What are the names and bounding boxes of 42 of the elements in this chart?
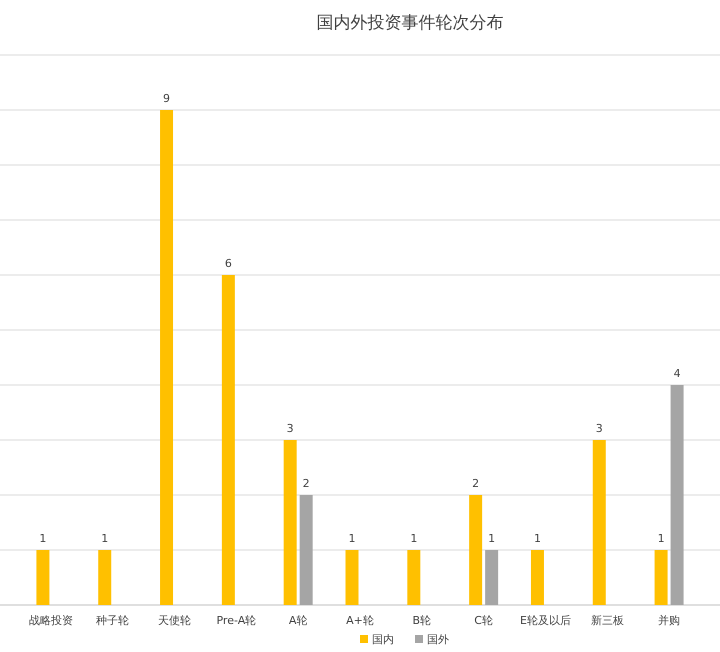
data-label: 1 bbox=[410, 532, 418, 545]
bar bbox=[654, 550, 668, 605]
bar bbox=[530, 550, 544, 605]
bar bbox=[592, 440, 606, 605]
data-label: 3 bbox=[286, 422, 294, 435]
bar bbox=[284, 440, 297, 605]
bar bbox=[670, 385, 684, 605]
x-tick-label: A+轮 bbox=[346, 614, 374, 627]
data-label: 6 bbox=[224, 257, 232, 270]
data-label: 2 bbox=[472, 477, 480, 490]
chart-title: 国内外投资事件轮次分布 bbox=[316, 13, 504, 33]
data-label: 4 bbox=[674, 367, 681, 380]
data-label: 2 bbox=[302, 477, 310, 490]
bar bbox=[300, 495, 313, 605]
data-label: 1 bbox=[658, 532, 665, 545]
data-label: 1 bbox=[101, 532, 108, 545]
bar bbox=[469, 495, 482, 605]
data-label: 1 bbox=[348, 532, 356, 545]
bar bbox=[346, 550, 358, 605]
bar bbox=[36, 550, 50, 605]
x-tick-label: C轮 bbox=[474, 614, 493, 627]
bar bbox=[485, 550, 498, 605]
x-tick-label: Pre-A轮 bbox=[216, 614, 256, 627]
bar bbox=[407, 550, 420, 605]
x-tick-label: 并购 bbox=[658, 614, 680, 627]
data-label: 3 bbox=[596, 422, 603, 435]
x-tick-label: 新三板 bbox=[590, 614, 624, 627]
x-tick-label: 种子轮 bbox=[96, 614, 130, 627]
bar bbox=[160, 110, 174, 605]
bar bbox=[222, 275, 235, 605]
legend-label: 国内 bbox=[372, 633, 394, 646]
x-tick-label: A轮 bbox=[288, 614, 308, 627]
data-label: 1 bbox=[534, 532, 541, 545]
x-tick-label: 天使轮 bbox=[158, 614, 192, 627]
x-tick-label: B轮 bbox=[412, 614, 432, 627]
data-label: 1 bbox=[488, 532, 496, 545]
data-label: 9 bbox=[163, 92, 170, 105]
x-tick-label: 战略投资 bbox=[28, 614, 73, 627]
x-tick-label: E轮及以后 bbox=[520, 614, 571, 627]
data-label: 1 bbox=[39, 532, 46, 545]
legend-label: 国外 bbox=[427, 633, 449, 646]
bar bbox=[98, 550, 112, 605]
